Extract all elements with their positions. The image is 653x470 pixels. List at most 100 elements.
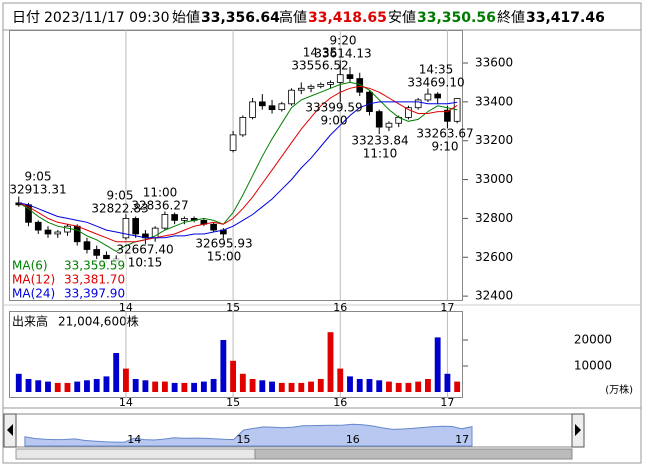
volume-bar (93, 379, 100, 392)
candle-body (64, 225, 71, 233)
legend-value: 33,397.90 (64, 287, 125, 301)
header-value: 33,417.46 (526, 10, 605, 26)
candle-body (161, 214, 169, 229)
annotation-time: 14:35 (303, 46, 338, 60)
volume-bar (278, 382, 285, 392)
candle-body (278, 103, 286, 111)
volume-bar (415, 381, 422, 392)
candle-body (297, 87, 305, 91)
arrow-left (7, 424, 13, 436)
ma-line (18, 101, 458, 239)
y-tick-label: 33000 (475, 172, 513, 186)
candle-body (453, 98, 461, 122)
ma-line (18, 81, 458, 252)
volume-bar (113, 353, 120, 392)
header-label: 日付 (12, 10, 40, 26)
annotation-time: 9:05 (25, 170, 52, 184)
candle-body (356, 78, 364, 93)
volume-bar (84, 380, 90, 392)
candle-body (385, 122, 393, 128)
header-label: 終値 (497, 10, 525, 26)
y-tick-label: 32800 (475, 211, 513, 225)
volume-bar (288, 382, 295, 392)
volume-bar (210, 379, 217, 392)
annotation-time: 9:20 (330, 34, 357, 48)
annotation-value: 33263.67 (416, 127, 473, 141)
candle-body (288, 89, 295, 105)
volume-bar (347, 376, 353, 392)
x-tick-label: 15 (226, 301, 240, 314)
candle-body (336, 74, 344, 83)
volume-label: 出来高 (12, 314, 48, 329)
ma-line (18, 85, 458, 243)
candle-body (239, 117, 247, 136)
candle-body (375, 111, 383, 128)
navigator-area (24, 423, 473, 447)
volume-bar (395, 382, 402, 392)
volume-bar (269, 381, 275, 392)
y-tick-label: 32400 (475, 289, 513, 303)
header-value: 33,350.56 (417, 10, 496, 26)
candle-body (249, 101, 256, 118)
candle-body (414, 99, 422, 109)
navigator-label: 14 (127, 433, 141, 446)
volume-bar (103, 376, 110, 392)
y-tick-label: 32600 (475, 250, 513, 264)
annotation-value: 33614.13 (314, 47, 371, 61)
volume-bar (181, 382, 188, 392)
annotation-value: 32822.83 (91, 202, 148, 216)
navigator-label: 17 (455, 433, 469, 446)
y-tick-label: 33400 (475, 94, 513, 108)
annotation-value: 33399.59 (305, 101, 362, 115)
volume-bar (337, 368, 344, 392)
volume-bar (220, 340, 227, 392)
candle-body (73, 225, 81, 243)
annotation-value: 33233.84 (351, 134, 408, 148)
volume-bar (259, 380, 266, 392)
candle-body (268, 105, 276, 111)
legend-value: 33,359.59 (64, 259, 125, 273)
candle-body (444, 109, 451, 122)
annotation-time: 14:35 (419, 63, 454, 77)
volume-bar (142, 380, 149, 392)
price-frame (9, 30, 463, 301)
annotation-time: 9:05 (107, 189, 134, 203)
volume-bar (200, 381, 207, 392)
legend-name: MA(24) (12, 287, 55, 301)
y-tick-label: 33200 (475, 133, 513, 147)
volume-tick-label: 10000 (574, 359, 612, 373)
outer-frame (2, 2, 642, 464)
volume-bar (171, 382, 178, 392)
volume-bar (405, 382, 412, 392)
candle-body (327, 82, 334, 85)
volume-bar (152, 381, 159, 392)
arrow-right (575, 424, 581, 436)
legend-value: 33,381.70 (64, 273, 125, 287)
volume-bar (317, 379, 324, 392)
annotation-time: 11:00 (143, 186, 178, 200)
candle-body (54, 231, 62, 235)
volume-bar (239, 373, 246, 392)
volume-bar (123, 368, 129, 392)
candle-body (93, 249, 101, 256)
legend-box (10, 259, 126, 300)
annotation-value: 32667.40 (116, 243, 173, 257)
x-tick-label: 17 (440, 396, 454, 409)
volume-frame (9, 311, 463, 398)
volume-bar (356, 379, 363, 392)
volume-bar (327, 332, 334, 392)
volume-bar (386, 381, 392, 392)
volume-bar (444, 373, 451, 392)
navigator-label: 16 (346, 433, 360, 446)
volume-bar (191, 382, 198, 392)
volume-bar (249, 379, 256, 392)
volume-bar (64, 382, 71, 392)
scroll-thumb[interactable] (254, 448, 573, 460)
legend-name: MA(6) (12, 259, 48, 273)
volume-bar (434, 337, 441, 392)
candle-body (34, 221, 42, 231)
volume-bar (308, 381, 314, 392)
volume-bar (376, 380, 383, 392)
header-value: 33,418.65 (308, 10, 387, 26)
candle-body (132, 218, 139, 235)
